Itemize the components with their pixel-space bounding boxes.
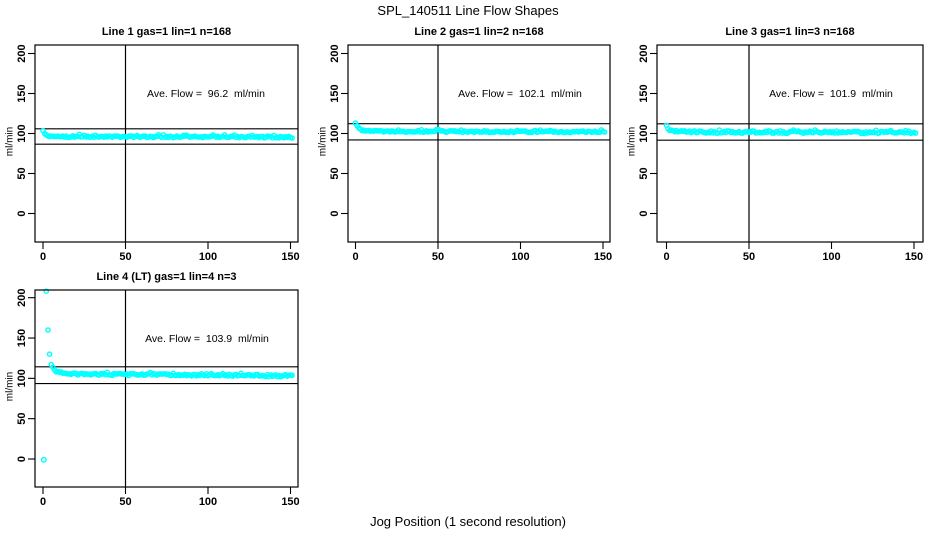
plot-box [347, 44, 611, 243]
x-tick-label: 0 [663, 251, 669, 263]
y-tick-label: 200 [16, 289, 28, 307]
x-tick-label: 0 [40, 496, 46, 508]
y-tick-label: 100 [638, 124, 650, 142]
plot-box [34, 44, 299, 243]
data-points [40, 288, 295, 463]
panel-3-plot: 0 50 100 150 200 0 50 100 150 [638, 44, 924, 263]
data-points [663, 122, 919, 137]
panel-1-ave-flow-label: Ave. Flow = 96.2 ml/min [147, 88, 265, 100]
x-tick-label: 100 [199, 496, 217, 508]
panel-1-title: Line 1 gas=1 lin=1 n=168 [101, 26, 232, 38]
y-tick-label: 150 [638, 84, 650, 102]
plot-box [34, 289, 299, 488]
x-tick-label: 150 [594, 251, 612, 263]
panel-2-ave-flow-label: Ave. Flow = 102.1 ml/min [458, 88, 582, 100]
y-tick-label: 0 [638, 210, 650, 216]
outlier-point [40, 456, 47, 463]
x-tick-label: 50 [743, 251, 755, 263]
panel-2-plot: 0 50 100 150 200 0 50 100 150 [329, 44, 612, 263]
x-axis-label: Jog Position (1 second resolution) [370, 514, 566, 529]
x-tick-label: 150 [905, 251, 923, 263]
panel-2-title: Line 2 gas=1 lin=2 n=168 [414, 26, 544, 38]
x-tick-label: 100 [822, 251, 840, 263]
panel-3-title: Line 3 gas=1 lin=3 n=168 [725, 26, 855, 38]
y-tick-label: 0 [16, 456, 28, 462]
x-tick-label: 50 [432, 251, 444, 263]
y-tick-label: 150 [16, 329, 28, 347]
data-points [40, 127, 295, 141]
y-tick-label: 200 [16, 44, 28, 62]
y-tick-label: 100 [16, 124, 28, 142]
data-point [43, 288, 50, 295]
y-tick-label: 50 [16, 167, 28, 179]
x-tick-label: 0 [352, 251, 358, 263]
y-tick-label: 0 [329, 210, 341, 216]
x-tick-label: 100 [199, 251, 217, 263]
y-tick-label: 50 [329, 167, 341, 179]
data-point [601, 129, 608, 135]
x-tick-label: 150 [281, 251, 299, 263]
data-point [289, 135, 295, 141]
y-tick-label: 200 [329, 44, 341, 62]
y-tick-label: 150 [16, 84, 28, 102]
x-tick-label: 0 [40, 251, 46, 263]
plot-box [656, 44, 924, 243]
data-points [352, 120, 608, 136]
data-point [46, 351, 53, 358]
data-point [45, 327, 51, 333]
y-tick-label: 200 [638, 44, 650, 62]
x-tick-label: 100 [511, 251, 529, 263]
panel-3-ave-flow-label: Ave. Flow = 101.9 ml/min [769, 88, 893, 100]
y-tick-label: 100 [16, 369, 28, 387]
data-point [289, 372, 295, 379]
panel-4-ave-flow-label: Ave. Flow = 103.9 ml/min [145, 333, 269, 345]
y-tick-label: 50 [638, 167, 650, 179]
data-point [912, 130, 919, 136]
panel-4-title: Line 4 (LT) gas=1 lin=4 n=3 [96, 271, 237, 283]
x-tick-label: 50 [119, 496, 131, 508]
y-tick-label: 150 [329, 84, 341, 102]
x-tick-label: 50 [119, 251, 131, 263]
x-tick-label: 150 [281, 496, 299, 508]
y-tick-label: 0 [16, 210, 28, 216]
y-tick-label: 50 [16, 413, 28, 425]
main-title: SPL_140511 Line Flow Shapes [377, 3, 559, 18]
y-tick-label: 100 [329, 124, 341, 142]
panel-1-plot: 0 50 100 150 200 0 50 100 150 [16, 44, 300, 263]
panel-4-plot: 0 50 100 150 200 0 50 100 150 [16, 288, 300, 508]
